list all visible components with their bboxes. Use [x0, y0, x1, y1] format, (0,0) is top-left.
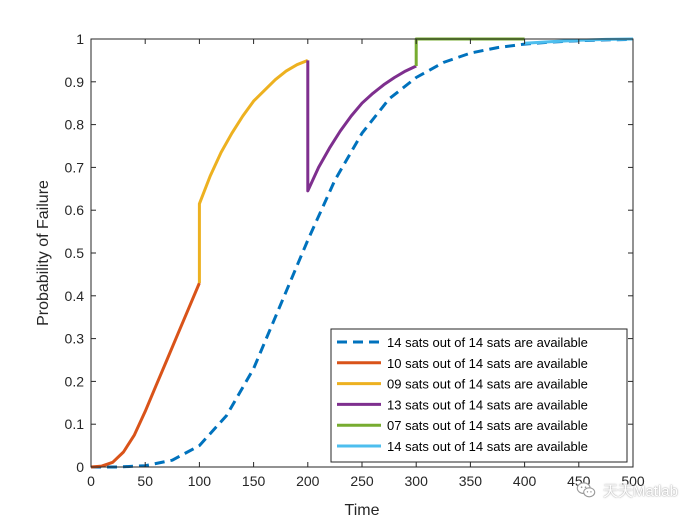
legend-label-5: 07 sats out of 14 sats are available — [387, 418, 588, 433]
x-tick-label: 250 — [350, 473, 374, 489]
legend: 14 sats out of 14 sats are available 10 s… — [330, 328, 628, 463]
x-tick-label: 100 — [188, 473, 212, 489]
legend-box — [330, 328, 628, 463]
y-tick-label: 1 — [76, 31, 84, 47]
y-tick-label: 0.2 — [65, 373, 85, 389]
x-tick-label: 350 — [459, 473, 483, 489]
legend-label-1: 14 sats out of 14 sats are available — [387, 335, 588, 350]
y-tick-label: 0.6 — [65, 202, 85, 218]
x-tick-label: 50 — [137, 473, 153, 489]
series-layer — [90, 37, 634, 469]
y-tick-label: 0.3 — [65, 331, 85, 347]
y-axis-title: Probability of Failure — [35, 180, 52, 326]
watermark-text: 天天Matlab — [602, 482, 678, 500]
y-tick-label: 0.1 — [65, 416, 85, 432]
legend-label-4: 13 sats out of 14 sats are available — [387, 397, 588, 412]
y-tick-label: 0.9 — [65, 74, 85, 90]
series-line-2 — [90, 282, 201, 469]
wechat-icon — [576, 482, 596, 498]
x-tick-label: 500 — [621, 473, 645, 489]
series-line-3 — [197, 59, 309, 283]
y-tick-label: 0.8 — [65, 117, 85, 133]
ticks-layer: 0 50 100 150 200 250 300 350 400 450 50000.10.20.3… — [65, 31, 645, 489]
y-tick-label: 0 — [76, 459, 84, 475]
legend-label-6: 14 sats out of 14 sats are available — [387, 439, 588, 454]
x-tick-label: 200 — [296, 473, 320, 489]
legend-label-3: 09 sats out of 14 sats are available — [387, 377, 588, 392]
x-tick-label: 150 — [242, 473, 266, 489]
x-tick-label: 300 — [405, 473, 429, 489]
x-tick-label: 400 — [513, 473, 537, 489]
x-tick-label: 0 — [87, 473, 95, 489]
legend-label-2: 10 sats out of 14 sats are available — [387, 356, 588, 371]
series-line-4 — [306, 60, 417, 193]
y-tick-label: 0.5 — [65, 245, 85, 261]
y-tick-label: 0.4 — [65, 288, 85, 304]
y-tick-label: 0.7 — [65, 159, 85, 175]
watermark: 天天Matlab — [575, 479, 678, 501]
x-axis-title: Time — [345, 502, 380, 519]
